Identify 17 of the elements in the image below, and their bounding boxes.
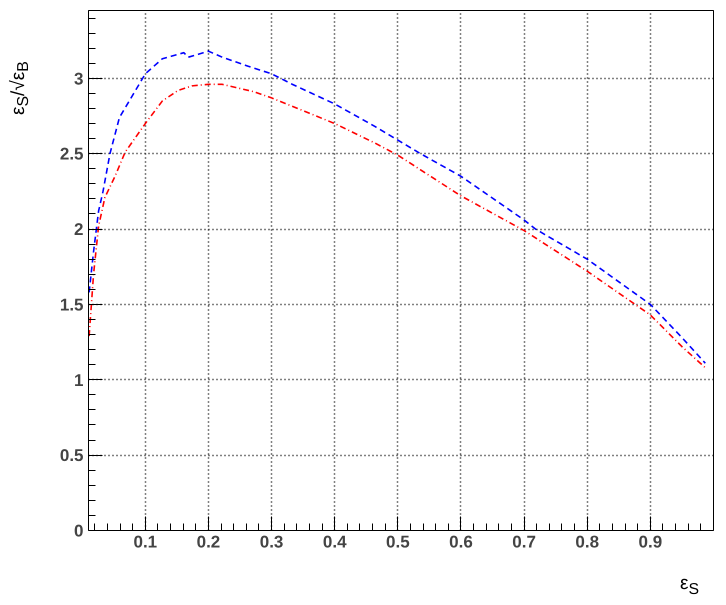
- y-tick-label: 1.5: [60, 295, 84, 314]
- x-tick-label: 0.7: [512, 532, 536, 552]
- y-tick-label: 3: [74, 69, 84, 88]
- x-tick-label: 0.6: [449, 532, 473, 552]
- x-tick-label: 0.1: [134, 532, 158, 552]
- x-tick-label: 0.3: [260, 532, 284, 552]
- y-tick-label: 0: [74, 522, 84, 540]
- y-tick-label: 0.5: [60, 446, 84, 466]
- y-tick-label: 1: [74, 370, 84, 390]
- x-tick-label: 0.2: [196, 532, 220, 552]
- y-tick-label: 2.5: [60, 144, 84, 164]
- x-tick-label: 0.9: [638, 532, 662, 552]
- x-tick-label: 0.8: [575, 532, 600, 552]
- y-tick-label: 2: [74, 220, 84, 240]
- x-tick-label: 0.4: [322, 532, 348, 552]
- x-axis-title: ε$_{S}$: [680, 572, 700, 600]
- x-tick-label: 0.5: [386, 532, 410, 552]
